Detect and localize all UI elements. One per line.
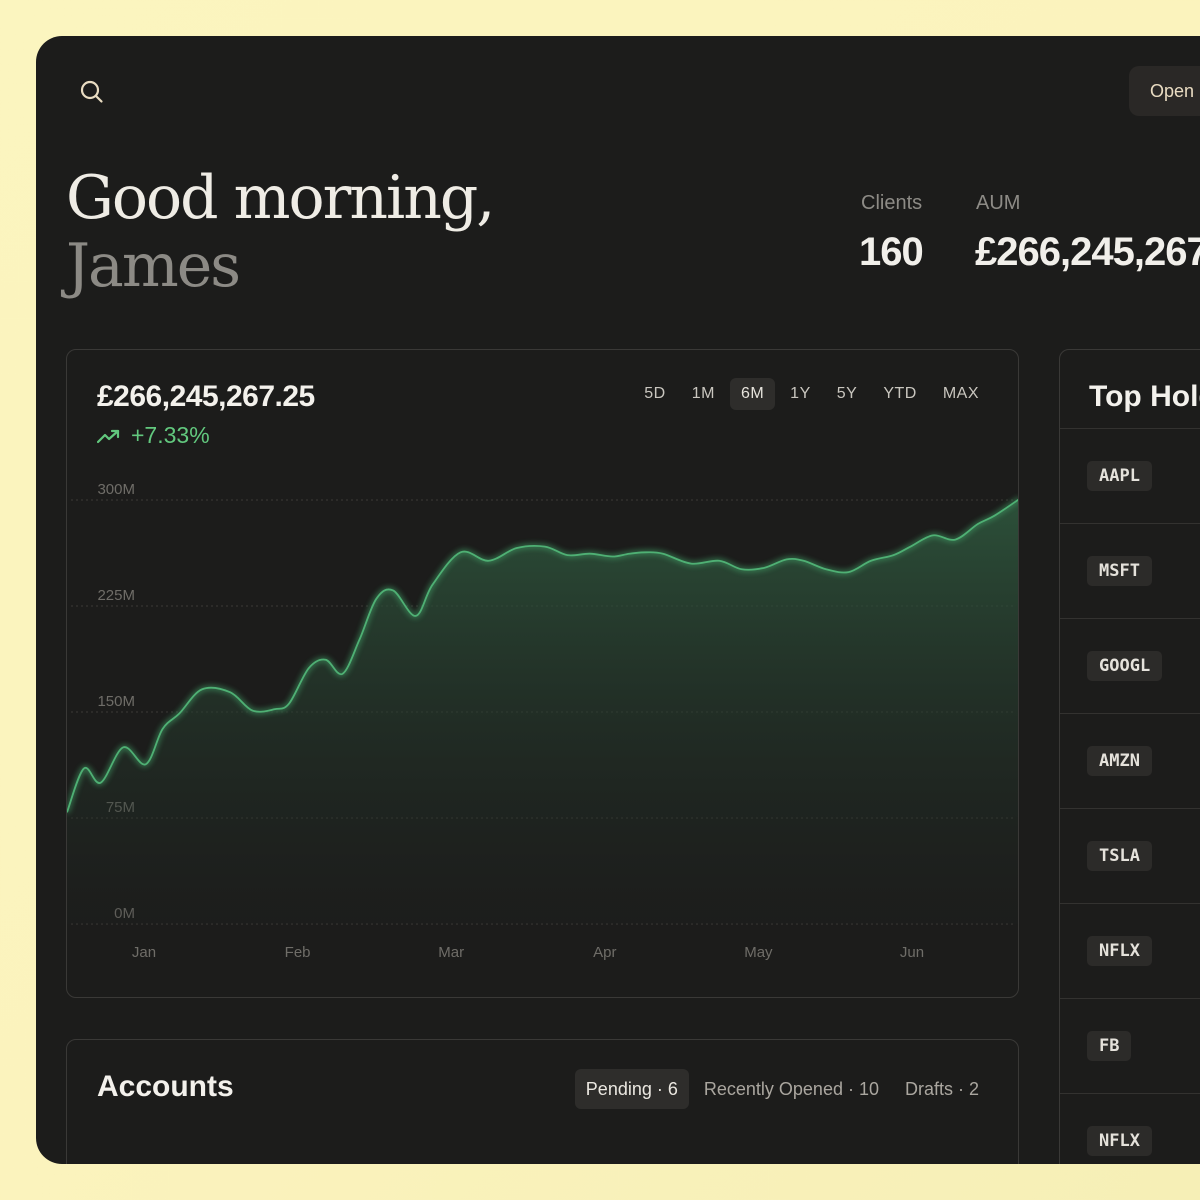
x-tick-label: May [744,944,773,961]
accounts-title: Accounts [97,1070,234,1103]
portfolio-change: +7.33% [97,422,210,449]
range-ytd[interactable]: YTD [883,385,917,402]
ticker-badge: MSFT [1087,556,1152,586]
portfolio-chart-card: 300M225M150M75M0MJanFebMarAprMayJun £266… [66,349,1019,998]
user-name: James [66,231,241,301]
range-max[interactable]: MAX [942,385,979,402]
x-tick-label: Feb [285,944,311,961]
y-tick-label: 150M [97,693,135,710]
greeting: Good morning, James [66,163,495,301]
holding-row[interactable]: AMZN [1060,713,1200,809]
open-button[interactable]: Open [1129,66,1200,116]
clients-label: Clients [861,192,923,214]
range-1y[interactable]: 1Y [790,385,811,402]
x-tick-label: Mar [438,944,464,961]
ticker-badge: AAPL [1087,461,1152,491]
range-selector: 5D 1M 6M 1Y 5Y YTD MAX [633,378,990,410]
trend-up-icon [97,429,120,443]
portfolio-balance: £266,245,267.25 [97,380,315,413]
range-5y[interactable]: 5Y [836,385,858,402]
ticker-badge: NFLX [1087,1126,1152,1156]
accounts-card: Accounts Pending · 6 Recently Opened · 1… [66,1039,1019,1164]
ticker-badge: NFLX [1087,936,1152,966]
holding-row[interactable]: TSLA [1060,808,1200,904]
portfolio-chart: 300M225M150M75M0MJanFebMarAprMayJun [67,481,1018,961]
x-tick-label: Apr [593,944,616,961]
holding-row[interactable]: FB [1060,998,1200,1094]
range-1m[interactable]: 1M [691,385,715,402]
tab-recently-opened[interactable]: Recently Opened · 10 [703,1079,879,1099]
series-area [67,499,1018,924]
series-line [67,498,1018,813]
tab-drafts[interactable]: Drafts · 2 [904,1079,979,1099]
app-window: Open Good morning, James Clients 160 AUM… [36,36,1200,1164]
ticker-badge: FB [1087,1031,1132,1061]
accounts-tabs: Pending · 6 Recently Opened · 10 Drafts … [574,1069,990,1109]
tab-pending[interactable]: Pending · 6 [574,1069,689,1109]
x-tick-label: Jun [900,944,924,961]
search-button[interactable] [78,78,106,106]
y-tick-label: 300M [97,481,135,498]
ticker-badge: TSLA [1087,841,1152,871]
clients-value: 160 [859,230,924,274]
range-6m[interactable]: 6M [729,378,776,410]
holding-row[interactable]: NFLX [1060,1093,1200,1164]
holding-row[interactable]: GOOGL [1060,618,1200,714]
holdings-title: Top Holdings [1089,380,1200,413]
change-value: +7.33% [131,422,210,448]
y-tick-label: 225M [97,587,135,604]
ticker-badge: AMZN [1087,746,1152,776]
aum-value: £266,245,267.25 [975,230,1200,274]
aum-label: AUM [976,192,1021,214]
ticker-badge: GOOGL [1087,651,1163,681]
x-tick-label: Jan [132,944,156,961]
search-icon [80,80,103,103]
holding-row[interactable]: MSFT [1060,523,1200,619]
greeting-line: Good morning, [66,163,495,233]
holding-row[interactable]: AAPL [1060,428,1200,524]
holding-row[interactable]: NFLX [1060,903,1200,999]
top-holdings-card: Top Holdings AAPL MSFT GOOGL AMZN TSLA N… [1059,349,1200,1164]
range-5d[interactable]: 5D [644,385,666,402]
